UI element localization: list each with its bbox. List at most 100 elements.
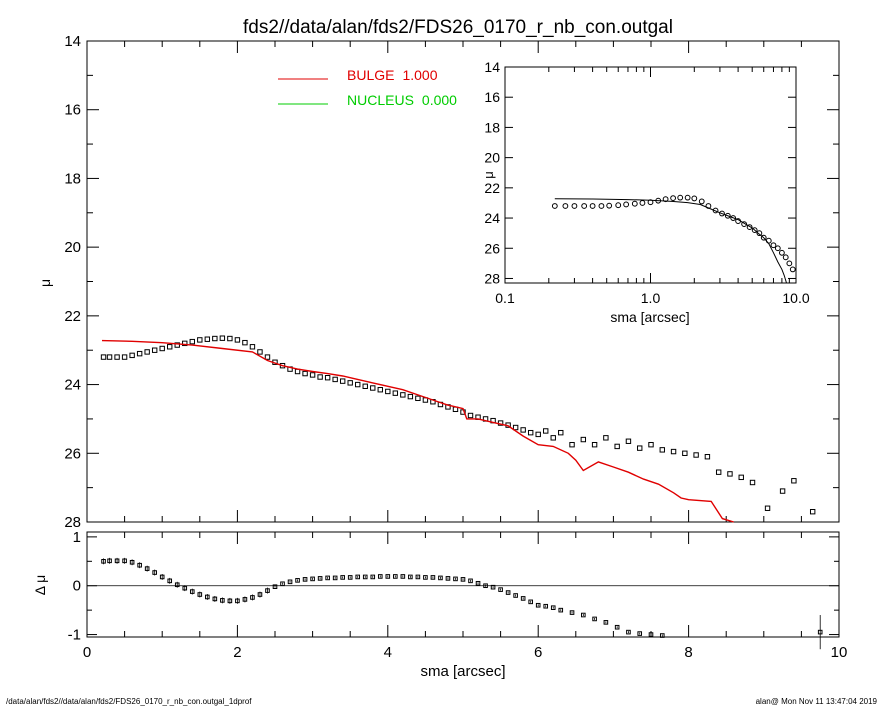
- data-point: [257, 349, 263, 355]
- data-point: [670, 448, 677, 455]
- residual-point: [101, 559, 106, 564]
- residual-point: [287, 579, 293, 585]
- residual-point: [325, 575, 330, 581]
- residual-point: [355, 574, 361, 580]
- residual-point: [250, 595, 255, 600]
- residual-axis-ticks: 10-10 2 4 6 8 10: [68, 529, 848, 661]
- residual-y-tick-label: 0: [73, 578, 81, 595]
- main-axis-ticks: 14 16 18 20 22 24 26 28: [64, 33, 840, 531]
- residual-point: [408, 574, 413, 580]
- inset-data-point: [774, 245, 781, 252]
- data-point: [603, 435, 609, 441]
- data-point: [400, 392, 406, 398]
- data-point: [764, 505, 771, 511]
- inset-data-point: [677, 194, 684, 201]
- legend-nucleus-value: 0.000: [422, 92, 457, 108]
- data-point: [715, 469, 722, 475]
- residual-point: [182, 585, 188, 591]
- inset-y-tick-label: 26: [484, 240, 500, 256]
- inset-x-tick-label: 0.1: [495, 290, 515, 306]
- bulge-model-line: [101, 339, 734, 523]
- data-point: [189, 338, 195, 345]
- data-point: [197, 337, 203, 343]
- data-point: [227, 335, 233, 342]
- main-y-tick-label: 16: [64, 102, 81, 119]
- data-point: [385, 388, 391, 395]
- inset-x-tick-label: 10.0: [782, 290, 809, 306]
- inset-y-tick-label: 16: [484, 89, 500, 105]
- residual-point: [220, 598, 225, 603]
- residual-point: [505, 590, 511, 595]
- residual-point: [592, 616, 597, 622]
- residual-point: [659, 633, 665, 638]
- main-panel: 14 16 18 20 22 24 26 28 μ BULGE 1.000 NUCLEUS 0.0…: [37, 33, 840, 531]
- inset-data-point: [562, 203, 569, 209]
- data-point: [114, 354, 120, 360]
- residual-point: [614, 624, 620, 630]
- residual-point: [430, 575, 436, 580]
- data-point: [204, 336, 211, 342]
- inset-data-point: [581, 203, 588, 209]
- main-y-axis-label: μ: [37, 279, 53, 287]
- inset-x-axis-label: sma [arcsec]: [610, 309, 689, 325]
- inset-data-point: [698, 198, 705, 205]
- data-point: [415, 395, 421, 402]
- data-point: [779, 488, 786, 494]
- data-point: [347, 380, 353, 386]
- legend-bulge-value: 1.000: [402, 67, 437, 83]
- inset-panel: 14 16 18 20 22 24 26 28 0.1 1.0 10.0 μ sma [arcsec…: [481, 59, 810, 325]
- inset-bulge-model-line: [554, 198, 787, 284]
- data-point: [467, 412, 474, 419]
- data-point: [317, 374, 323, 380]
- legend-bulge-name: BULGE: [347, 67, 394, 83]
- residual-point: [257, 592, 263, 597]
- residual-point: [603, 620, 609, 625]
- data-point: [355, 381, 361, 388]
- data-point: [738, 474, 744, 481]
- residual-x-tick-label: 4: [384, 644, 392, 661]
- residual-point: [543, 603, 549, 609]
- residual-x-axis-label: sma [arcsec]: [420, 663, 505, 680]
- residual-point: [227, 598, 233, 604]
- residual-point: [558, 607, 564, 613]
- data-point: [339, 378, 346, 384]
- residual-point: [498, 587, 503, 592]
- inset-data-point: [589, 203, 596, 209]
- residual-point: [393, 574, 398, 579]
- inset-data-point: [719, 210, 725, 217]
- data-point: [648, 441, 654, 448]
- footer-user-timestamp: alan@ Mon Nov 11 13:47:04 2019: [755, 697, 877, 706]
- legend-nucleus-name: NUCLEUS: [347, 92, 414, 108]
- inset-y-tick-label: 22: [484, 180, 500, 196]
- data-point: [580, 436, 587, 443]
- residual-point: [189, 589, 195, 594]
- inset-data-point: [789, 266, 796, 273]
- data-point: [242, 339, 248, 346]
- inset-data-point: [598, 203, 605, 209]
- residual-x-tick-label: 2: [233, 644, 241, 661]
- residual-point: [174, 582, 180, 588]
- data-point: [693, 452, 699, 458]
- residual-point: [520, 596, 526, 601]
- residual-point: [212, 596, 218, 602]
- residual-point: [362, 574, 368, 580]
- legend-bulge-label: BULGE 1.000: [347, 67, 438, 83]
- inset-data-point: [786, 260, 793, 267]
- residual-point: [468, 578, 473, 584]
- inset-data-point: [724, 212, 731, 219]
- residual-point: [332, 575, 338, 581]
- inset-y-tick-label: 14: [484, 59, 500, 75]
- data-point: [212, 335, 218, 342]
- residual-point: [438, 575, 443, 581]
- residual-point: [197, 592, 203, 597]
- residual-point: [114, 558, 120, 564]
- main-series: [100, 335, 816, 523]
- residual-point: [569, 610, 575, 615]
- inset-data-point: [662, 196, 669, 203]
- residual-point: [295, 578, 300, 583]
- data-point: [174, 342, 180, 348]
- residual-point: [107, 558, 112, 564]
- main-y-tick-label: 14: [64, 33, 81, 50]
- residual-point: [235, 598, 240, 604]
- data-point: [558, 429, 564, 436]
